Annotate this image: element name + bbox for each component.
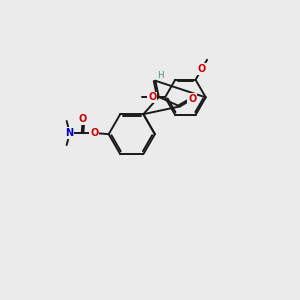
Text: O: O — [90, 128, 98, 138]
Text: O: O — [198, 64, 206, 74]
Text: N: N — [65, 128, 73, 138]
Text: H: H — [157, 71, 164, 80]
Text: O: O — [148, 92, 157, 102]
Text: O: O — [188, 94, 196, 104]
Text: O: O — [79, 114, 87, 124]
